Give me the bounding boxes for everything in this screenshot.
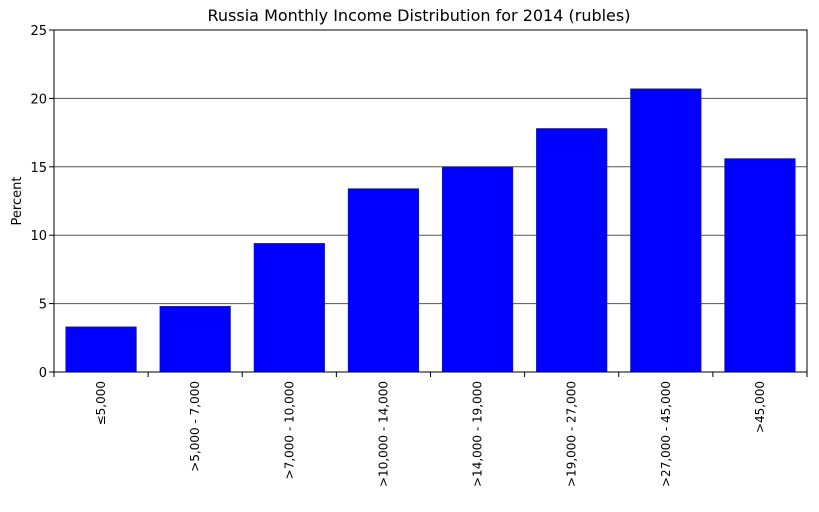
chart-title: Russia Monthly Income Distribution for 2…: [208, 6, 631, 25]
x-tick-label: >5,000 - 7,000: [188, 381, 202, 472]
bars: [65, 88, 796, 373]
bar: [253, 243, 325, 373]
bar: [536, 128, 608, 373]
x-tick-label: >14,000 - 19,000: [471, 381, 485, 487]
y-axis-label: Percent: [10, 177, 25, 226]
x-tick-label: >45,000: [753, 381, 767, 433]
x-tick-label: >10,000 - 14,000: [376, 381, 390, 487]
y-tick-label: 5: [39, 298, 47, 313]
bar: [347, 188, 420, 373]
y-tick-label: 15: [30, 161, 47, 176]
bar: [441, 166, 514, 373]
bar: [159, 306, 231, 373]
bar: [630, 88, 702, 373]
x-tick-label: ≤5,000: [94, 381, 108, 425]
bar: [724, 158, 796, 373]
x-axis-ticks: ≤5,000 >5,000 - 7,000 >7,000 - 10,000 >10,0…: [53, 372, 808, 487]
y-axis-ticks: 0 5 10 15 20 25: [30, 24, 54, 381]
x-tick-label: >27,000 - 45,000: [659, 381, 673, 487]
y-tick-label: 0: [39, 366, 47, 381]
y-tick-label: 10: [30, 229, 47, 244]
y-tick-label: 20: [30, 92, 47, 107]
y-tick-label: 25: [30, 24, 47, 39]
bar: [65, 326, 137, 373]
x-tick-label: >7,000 - 10,000: [282, 381, 296, 479]
x-tick-label: >19,000 - 27,000: [565, 381, 579, 487]
